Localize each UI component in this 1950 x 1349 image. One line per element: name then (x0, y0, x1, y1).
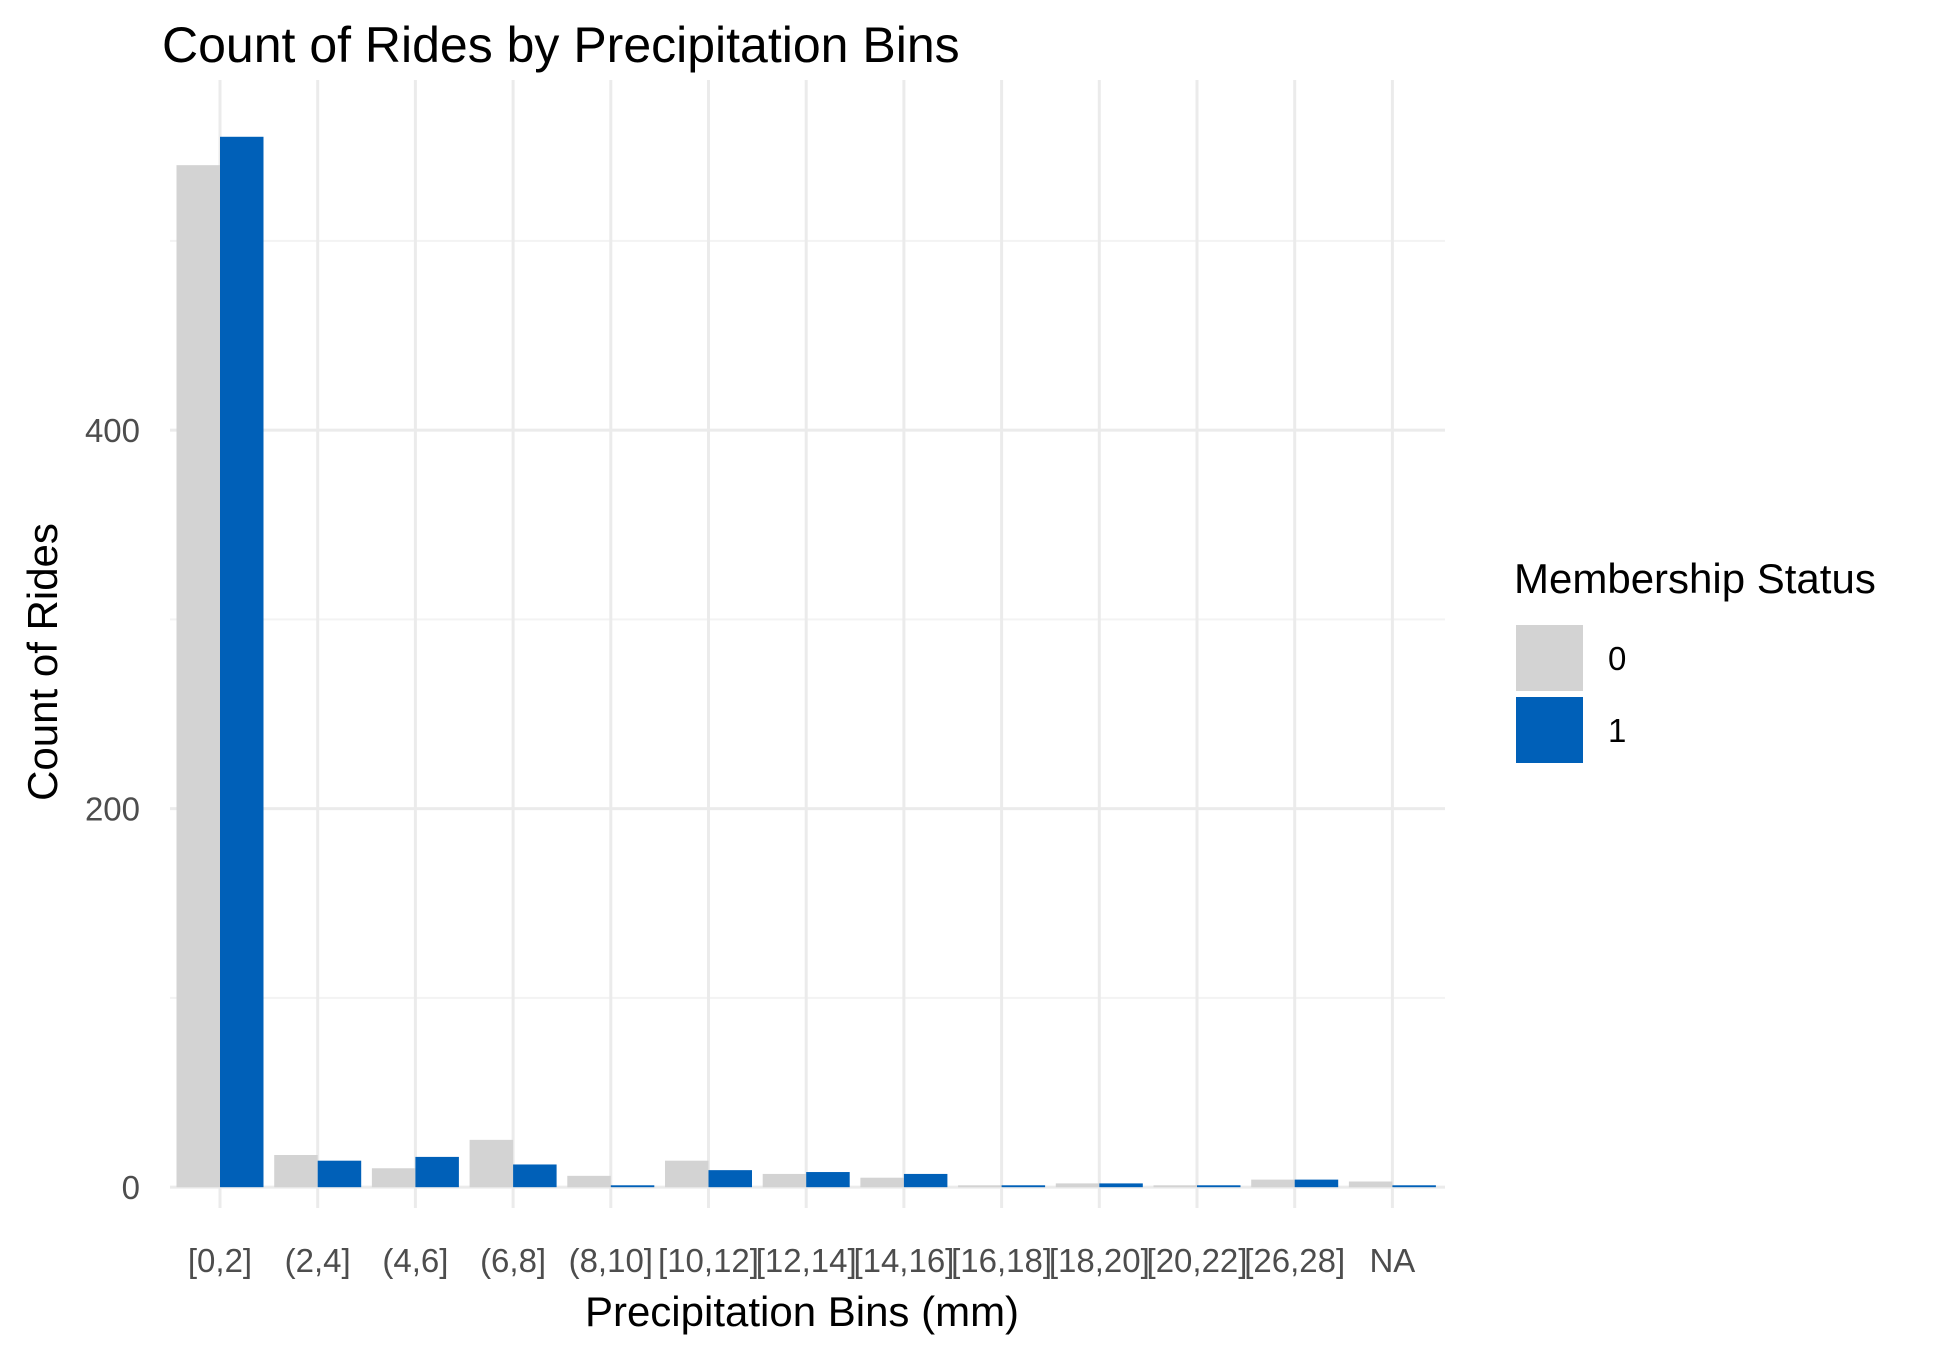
bar-[10,12]-series-1 (708, 1170, 752, 1188)
x-tick-label: [26,28] (1244, 1242, 1345, 1279)
bar-NA-series-0 (1348, 1181, 1393, 1188)
y-tick-label: 400 (85, 412, 140, 449)
bar-(4,6]-series-1 (415, 1156, 459, 1188)
bar-(6,8]-series-0 (469, 1139, 514, 1188)
x-tick-label: [10,12] (658, 1242, 759, 1279)
bar-[14,16]-series-1 (903, 1173, 948, 1188)
x-tick-label: [0,2] (188, 1242, 252, 1279)
x-tick-label: [18,20] (1049, 1242, 1150, 1279)
x-tick-label: (8,10] (569, 1242, 653, 1279)
bar-[26,28]-series-0 (1251, 1179, 1295, 1188)
bar-[26,28]-series-1 (1294, 1179, 1339, 1188)
x-tick-label: (2,4] (285, 1242, 351, 1279)
bar-(6,8]-series-1 (513, 1164, 557, 1188)
bar-[16,18]-series-1 (1001, 1185, 1046, 1188)
bar-(8,10]-series-0 (567, 1175, 611, 1188)
legend-swatch-0 (1516, 625, 1583, 691)
bar-[18,20]-series-1 (1099, 1183, 1143, 1188)
x-tick-label: [12,14] (756, 1242, 857, 1279)
bar-(2,4]-series-0 (274, 1155, 318, 1188)
bar-[0,2]-series-0 (176, 165, 220, 1188)
y-tick-label: 200 (85, 791, 140, 828)
bar-[0,2]-series-1 (220, 136, 264, 1188)
bar-[16,18]-series-0 (958, 1185, 1002, 1188)
bar-(2,4]-series-1 (317, 1160, 362, 1188)
legend: Membership Status 0 1 (1514, 555, 1876, 763)
y-tick-label: 0 (122, 1169, 140, 1206)
legend-title: Membership Status (1514, 555, 1876, 602)
bar-[18,20]-series-0 (1055, 1183, 1100, 1188)
x-tick-label: NA (1369, 1242, 1415, 1279)
x-tick-label: (6,8] (480, 1242, 546, 1279)
chart-title: Count of Rides by Precipitation Bins (162, 17, 960, 73)
major-gridlines (170, 80, 1445, 1208)
x-tick-label: [14,16] (853, 1242, 954, 1279)
x-axis-title: Precipitation Bins (mm) (585, 1288, 1019, 1335)
x-tick-label: [20,22] (1147, 1242, 1248, 1279)
bar-[12,14]-series-0 (762, 1173, 807, 1188)
y-axis-tick-labels: 0 200 400 (85, 412, 140, 1206)
bar-[20,22]-series-0 (1153, 1185, 1197, 1188)
bar-[14,16]-series-0 (860, 1177, 904, 1188)
legend-swatch-1 (1516, 697, 1583, 763)
bar-[20,22]-series-1 (1197, 1185, 1241, 1188)
x-tick-label: [16,18] (951, 1242, 1052, 1279)
bars (176, 136, 1436, 1188)
bar-(8,10]-series-1 (610, 1185, 655, 1188)
bar-[10,12]-series-0 (665, 1160, 709, 1188)
legend-label: 0 (1608, 640, 1626, 677)
y-axis-title: Count of Rides (19, 523, 66, 801)
bar-NA-series-1 (1392, 1185, 1436, 1188)
x-axis-tick-labels: [0,2] (2,4] (4,6] (6,8] (8,10] [10,12][12,14]… (188, 1242, 1415, 1279)
bar-[12,14]-series-1 (806, 1172, 850, 1188)
legend-label: 1 (1608, 712, 1626, 749)
x-tick-label: (4,6] (382, 1242, 448, 1279)
bar-(4,6]-series-0 (371, 1168, 416, 1188)
